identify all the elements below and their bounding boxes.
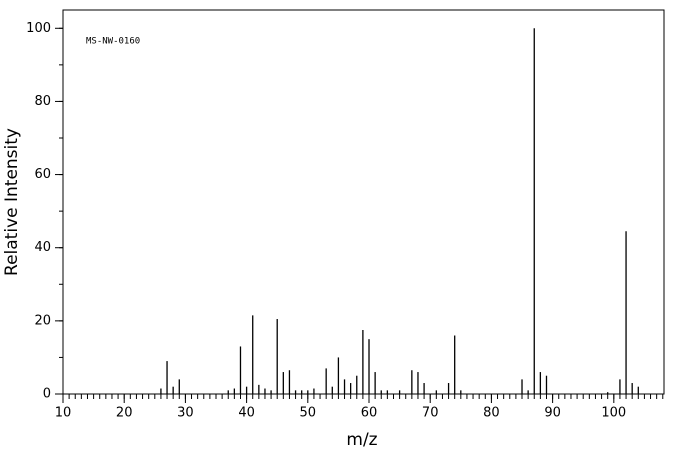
x-tick-label: 10 [55, 406, 72, 421]
x-tick-label: 30 [177, 406, 194, 421]
y-tick-label: 60 [34, 167, 51, 182]
x-tick-label: 80 [483, 406, 500, 421]
y-axis-label: Relative Intensity [2, 128, 22, 276]
x-tick-label: 70 [422, 406, 439, 421]
y-tick-label: 100 [26, 21, 51, 36]
y-tick-label: 40 [34, 240, 51, 255]
x-tick-label: 60 [361, 406, 378, 421]
y-tick-label: 80 [34, 94, 51, 109]
x-tick-label: 40 [238, 406, 255, 421]
x-tick-label: 20 [116, 406, 133, 421]
x-tick-label: 100 [601, 406, 626, 421]
y-tick-label: 0 [43, 387, 51, 402]
x-tick-label: 90 [544, 406, 561, 421]
y-tick-label: 20 [34, 313, 51, 328]
x-tick-label: 50 [300, 406, 317, 421]
annotation: MS-NW-0160 [86, 37, 140, 47]
x-axis-label: m/z [346, 430, 377, 450]
